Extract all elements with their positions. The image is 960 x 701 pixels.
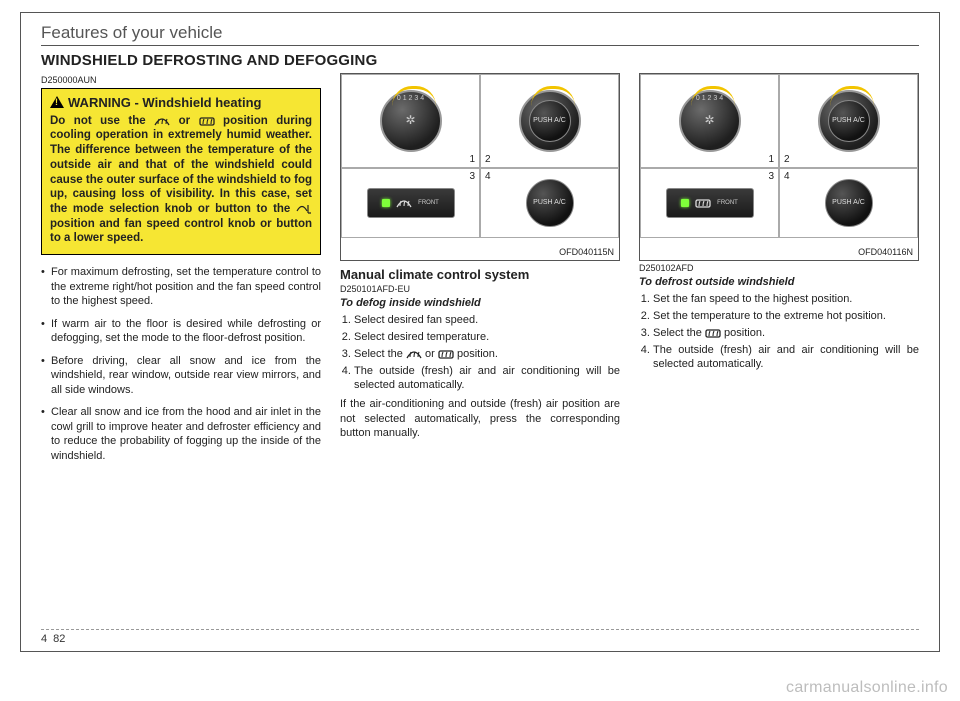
warning-box: WARNING - Windshield heating Do not use …: [41, 88, 321, 255]
chapter-number: 4: [41, 633, 47, 645]
subhead-manual-climate: Manual climate control system: [340, 267, 620, 282]
step: Set the temperature to the extreme hot p…: [653, 309, 919, 324]
watermark: carmanualsonline.info: [786, 679, 948, 697]
fig-label-1: 1: [768, 154, 774, 165]
column-2: 0 1 2 3 4 1 PUSH A/C 2: [340, 73, 620, 471]
page-footer: 4 82: [41, 629, 919, 645]
section-underline: [41, 45, 919, 46]
fig-label-3: 3: [768, 171, 774, 182]
led-indicator: [382, 199, 390, 207]
step: Select the position.: [653, 326, 919, 341]
fig-label-4: 4: [485, 171, 491, 182]
fig-cell-fan-dial: 0 1 2 3 4 1: [640, 74, 779, 168]
figure-code: OFD040116N: [858, 247, 913, 257]
figure-defog: 0 1 2 3 4 1 PUSH A/C 2: [340, 73, 620, 261]
temp-dial: PUSH A/C: [519, 90, 581, 152]
fig-cell-temp-dial: PUSH A/C 2: [779, 74, 918, 168]
fig-cell-mode-dial: PUSH A/C 4: [779, 168, 918, 238]
defrost-icon: [199, 115, 215, 127]
fan-speed-dial: 0 1 2 3 4: [679, 90, 741, 152]
led-indicator: [681, 199, 689, 207]
fig-label-4: 4: [784, 171, 790, 182]
figure-defrost: 0 1 2 3 4 1 PUSH A/C 2: [639, 73, 919, 261]
defog-icon: [396, 197, 412, 209]
steps-defrost: Set the fan speed to the highest positio…: [639, 292, 919, 372]
doc-code-1: D250000AUN: [41, 75, 321, 85]
fig-cell-temp-dial: PUSH A/C 2: [480, 74, 619, 168]
step: The outside (fresh) air and air conditio…: [354, 364, 620, 394]
defrost-icon: [695, 197, 711, 209]
floor-defrost-icon: [296, 203, 312, 215]
front-label: FRONT: [717, 200, 738, 206]
front-label: FRONT: [418, 200, 439, 206]
fig-cell-fan-dial: 0 1 2 3 4 1: [341, 74, 480, 168]
fan-icon: [405, 114, 415, 127]
column-1: D250000AUN WARNING - Windshield heating …: [41, 73, 321, 471]
bullet-item: For maximum defrosting, set the temperat…: [41, 265, 321, 309]
fig-cell-mode-dial: PUSH A/C 4: [480, 168, 619, 238]
warning-heading: WARNING - Windshield heating: [50, 95, 312, 112]
defrost-icon: [438, 348, 454, 360]
defog-icon: [154, 115, 170, 127]
fan-speed-dial: 0 1 2 3 4: [380, 90, 442, 152]
doc-code-2: D250101AFD-EU: [340, 284, 620, 294]
page-title: WINDSHIELD DEFROSTING AND DEFOGGING: [41, 52, 919, 69]
steps-defog: Select desired fan speed. Select desired…: [340, 313, 620, 393]
bullet-item: If warm air to the floor is desired whil…: [41, 317, 321, 346]
fig-cell-front-defrost-btn: FRONT 3: [640, 168, 779, 238]
fig-cell-front-defrost-btn: FRONT 3: [341, 168, 480, 238]
mode-dial: PUSH A/C: [825, 179, 873, 227]
content-columns: D250000AUN WARNING - Windshield heating …: [41, 73, 919, 471]
front-defrost-button: FRONT: [367, 188, 455, 218]
page-number: 82: [53, 633, 65, 645]
warning-body: Do not use the or position during coolin…: [50, 114, 312, 246]
subsubhead-defog: To defog inside windshield: [340, 297, 620, 309]
step: The outside (fresh) air and air conditio…: [653, 343, 919, 373]
warning-title: WARNING: [68, 95, 131, 110]
temp-dial: PUSH A/C: [818, 90, 880, 152]
subsubhead-defrost: To defrost outside windshield: [639, 276, 919, 288]
manual-page: Features of your vehicle WINDSHIELD DEFR…: [20, 12, 940, 652]
column-3: 0 1 2 3 4 1 PUSH A/C 2: [639, 73, 919, 471]
bullet-item: Before driving, clear all snow and ice f…: [41, 354, 321, 398]
bullet-item: Clear all snow and ice from the hood and…: [41, 405, 321, 463]
warning-triangle-icon: [50, 96, 64, 108]
section-header: Features of your vehicle: [41, 23, 919, 43]
bullet-list: For maximum defrosting, set the temperat…: [41, 265, 321, 463]
step: Set the fan speed to the highest positio…: [653, 292, 919, 307]
doc-code-3: D250102AFD: [639, 263, 919, 273]
defog-icon: [406, 348, 422, 360]
step: Select the or position.: [354, 347, 620, 362]
fig-label-1: 1: [469, 154, 475, 165]
figure-code: OFD040115N: [559, 247, 614, 257]
fig-label-2: 2: [485, 154, 491, 165]
fig-label-2: 2: [784, 154, 790, 165]
defrost-icon: [705, 327, 721, 339]
warning-subtitle: - Windshield heating: [134, 95, 261, 110]
mode-dial: PUSH A/C: [526, 179, 574, 227]
step: Select desired fan speed.: [354, 313, 620, 328]
fig-label-3: 3: [469, 171, 475, 182]
front-defrost-button: FRONT: [666, 188, 754, 218]
step: Select desired temperature.: [354, 330, 620, 345]
fan-icon: [704, 114, 714, 127]
para-note: If the air-conditioning and outside (fre…: [340, 397, 620, 441]
